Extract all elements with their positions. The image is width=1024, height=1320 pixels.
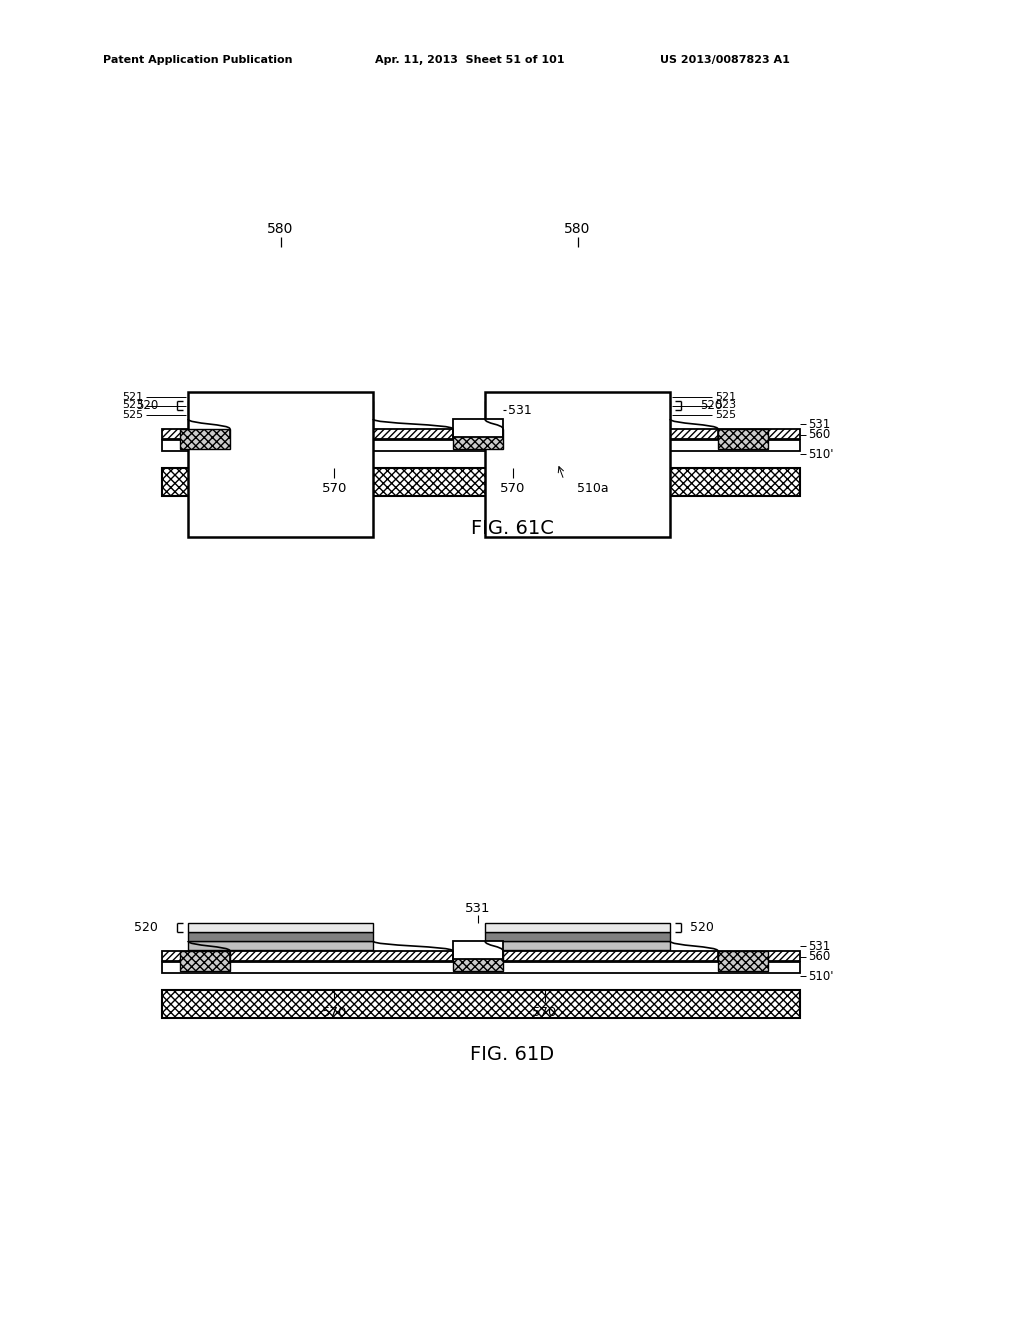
Text: 520: 520 — [136, 399, 158, 412]
Bar — [188, 932, 373, 941]
Text: 560: 560 — [808, 428, 830, 441]
Text: 520: 520 — [134, 921, 158, 935]
Bar — [453, 941, 503, 960]
Text: US 2013/0087823 A1: US 2013/0087823 A1 — [660, 55, 790, 65]
Bar — [180, 950, 230, 972]
Bar — [453, 950, 503, 972]
Text: 580: 580 — [267, 222, 294, 236]
Bar — [453, 418, 503, 437]
Text: FIG. 61D: FIG. 61D — [470, 1045, 554, 1064]
Bar — [485, 941, 670, 950]
Text: 525: 525 — [122, 409, 143, 420]
Text: 580: 580 — [564, 222, 591, 236]
Text: 521: 521 — [122, 392, 143, 401]
Bar — [485, 923, 670, 932]
Bar — [718, 950, 768, 972]
Bar — [188, 923, 373, 932]
Bar — [485, 411, 670, 418]
Bar — [485, 932, 670, 941]
Text: 531: 531 — [808, 940, 830, 953]
Bar — [162, 440, 800, 451]
Text: Apr. 11, 2013  Sheet 51 of 101: Apr. 11, 2013 Sheet 51 of 101 — [375, 55, 564, 65]
Text: 570: 570 — [322, 482, 347, 495]
Bar — [485, 418, 670, 428]
Text: 510': 510' — [808, 447, 834, 461]
Text: Patent Application Publication: Patent Application Publication — [103, 55, 293, 65]
Bar — [162, 469, 800, 496]
Text: 531: 531 — [508, 404, 531, 417]
Text: 570: 570 — [322, 1006, 347, 1019]
Text: 531: 531 — [465, 902, 490, 915]
Text: FIG. 61C: FIG. 61C — [471, 519, 553, 537]
Text: 525: 525 — [715, 409, 736, 420]
Bar — [162, 950, 800, 961]
Bar — [188, 401, 373, 411]
Text: 523: 523 — [715, 400, 736, 411]
Bar — [162, 429, 800, 440]
Text: 523: 523 — [122, 400, 143, 411]
Text: 510a: 510a — [577, 482, 608, 495]
Bar — [162, 962, 800, 973]
Text: 570: 570 — [500, 482, 525, 495]
Text: 520: 520 — [690, 921, 714, 935]
Text: 570: 570 — [532, 1006, 557, 1019]
Bar — [485, 392, 670, 537]
Bar — [485, 401, 670, 411]
Text: 531: 531 — [808, 417, 830, 430]
Bar — [453, 429, 503, 449]
Bar — [188, 411, 373, 418]
Bar — [180, 429, 230, 449]
Text: 520: 520 — [700, 399, 722, 412]
Text: 560: 560 — [808, 950, 830, 964]
Text: 510': 510' — [808, 969, 834, 982]
Bar — [162, 990, 800, 1018]
Bar — [188, 418, 373, 428]
Bar — [188, 392, 373, 537]
Text: 521: 521 — [715, 392, 736, 401]
Bar — [188, 941, 373, 950]
Bar — [718, 429, 768, 449]
